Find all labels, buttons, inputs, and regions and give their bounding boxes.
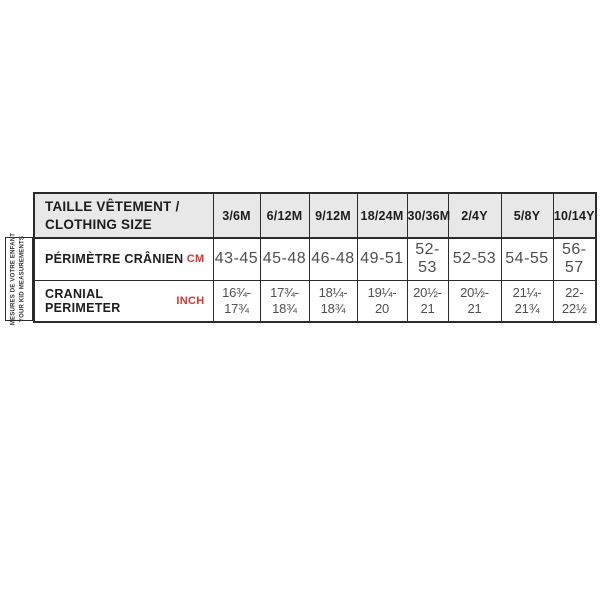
cm-value-cell: 43-45 [212,237,261,281]
size-col-header: 10/14Y [552,192,597,239]
size-chart-table: TAILLE VÊTEMENT / CLOTHING SIZE 3/6M 6/1… [33,192,597,323]
clothing-size-header-cell: TAILLE VÊTEMENT / CLOTHING SIZE [33,192,214,239]
inch-value-cell: 16¾- 17¾ [212,279,261,323]
inch-value-cell: 19¼- 20 [356,279,408,323]
size-col-header: 5/8Y [500,192,554,239]
cm-value-cell: 54-55 [500,237,554,281]
measurements-side-label-box: MESURES DE VOTRE ENFANT YOUR KID MEASURE… [5,233,33,325]
table-header-row: TAILLE VÊTEMENT / CLOTHING SIZE 3/6M 6/1… [33,192,597,239]
clothing-size-header-line1: TAILLE VÊTEMENT / [45,198,180,214]
side-label-line-fr: MESURES DE VOTRE ENFANT [10,232,17,326]
measurements-side-label: MESURES DE VOTRE ENFANT YOUR KID MEASURE… [10,233,29,325]
cm-value-cell: 49-51 [356,237,408,281]
size-col-header: 18/24M [356,192,408,239]
inch-row-label-cell: CRANIAL PERIMETER INCH [33,279,214,323]
cm-value-cell: 45-48 [259,237,310,281]
size-col-header: 2/4Y [447,192,502,239]
size-col-header: 6/12M [259,192,310,239]
inch-value-cell: 21¼- 21¾ [500,279,554,323]
size-col-header: 30/36M [406,192,450,239]
cm-unit-label: CM [186,253,205,266]
size-col-header: 9/12M [308,192,358,239]
clothing-size-header-line2: CLOTHING SIZE [45,216,152,232]
inch-row-label: CRANIAL PERIMETER [45,286,121,315]
inch-row: CRANIAL PERIMETER INCH 16¾- 17¾ 17¾- 18¾… [33,279,597,323]
inch-value-cell: 18¼- 18¾ [308,279,358,323]
cm-row: PÉRIMÈTRE CRÂNIEN CM 43-45 45-48 46-48 4… [33,237,597,281]
cm-row-label-cell: PÉRIMÈTRE CRÂNIEN CM [33,237,214,281]
size-col-header: 3/6M [212,192,261,239]
cm-value-cell: 46-48 [308,237,358,281]
cm-row-label: PÉRIMÈTRE CRÂNIEN [45,252,184,267]
cm-value-cell: 52-53 [406,237,449,281]
inch-value-cell: 17¾- 18¾ [259,279,310,323]
inch-value-cell: 22-22½ [552,279,597,323]
inch-value-cell: 20½- 21 [406,279,449,323]
inch-unit-label: INCH [176,294,205,307]
cm-value-cell: 56-57 [552,237,597,281]
cm-value-cell: 52-53 [447,237,502,281]
inch-value-cell: 20½- 21 [447,279,502,323]
side-label-line-en: YOUR KID MEASUREMENTS [20,235,26,323]
